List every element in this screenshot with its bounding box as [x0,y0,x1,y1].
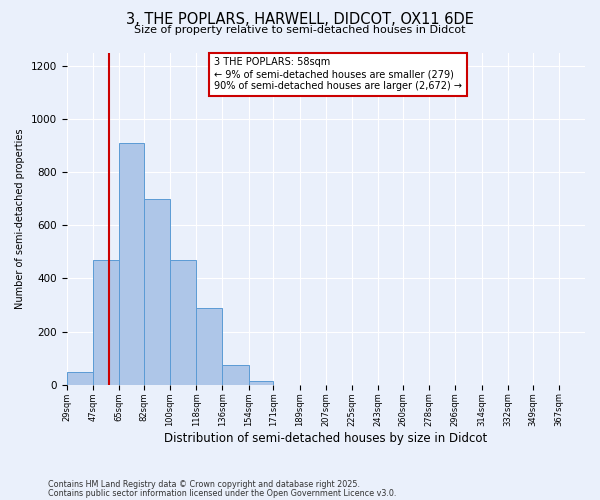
Bar [196,308,223,385]
Text: Contains public sector information licensed under the Open Government Licence v3: Contains public sector information licen… [48,488,397,498]
Bar [93,260,119,385]
X-axis label: Distribution of semi-detached houses by size in Didcot: Distribution of semi-detached houses by … [164,432,487,445]
Text: Contains HM Land Registry data © Crown copyright and database right 2025.: Contains HM Land Registry data © Crown c… [48,480,360,489]
Text: 3, THE POPLARS, HARWELL, DIDCOT, OX11 6DE: 3, THE POPLARS, HARWELL, DIDCOT, OX11 6D… [126,12,474,28]
Bar [223,365,248,385]
Bar [170,260,196,385]
Bar [67,372,93,385]
Bar [144,198,170,385]
Bar [119,143,144,385]
Text: 3 THE POPLARS: 58sqm
← 9% of semi-detached houses are smaller (279)
90% of semi-: 3 THE POPLARS: 58sqm ← 9% of semi-detach… [214,58,462,90]
Text: Size of property relative to semi-detached houses in Didcot: Size of property relative to semi-detach… [134,25,466,35]
Bar [248,381,274,385]
Y-axis label: Number of semi-detached properties: Number of semi-detached properties [15,128,25,309]
